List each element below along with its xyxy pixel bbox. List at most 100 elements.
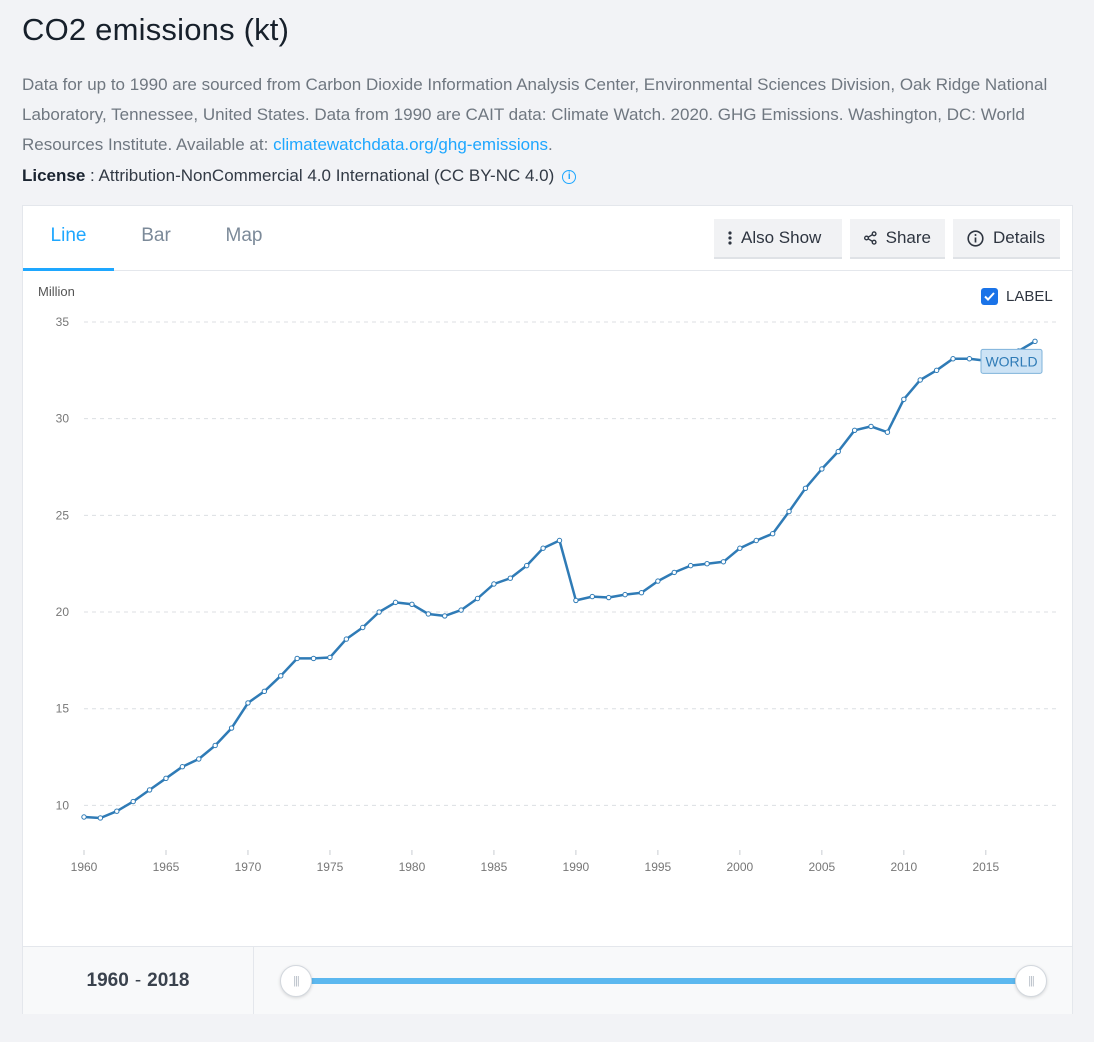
- description-text: Data for up to 1990 are sourced from Car…: [22, 75, 1048, 154]
- x-tick-label: 2005: [808, 860, 835, 874]
- data-point: [950, 356, 956, 362]
- data-point: [360, 624, 366, 631]
- data-point: [671, 569, 677, 576]
- range-slider-start-handle[interactable]: |||: [280, 965, 312, 997]
- data-point: [638, 590, 645, 596]
- license-label: License: [22, 166, 86, 185]
- x-tick-label: 2015: [972, 860, 999, 874]
- x-tick-label: 2000: [727, 860, 754, 874]
- data-point: [687, 562, 694, 569]
- x-tick-label: 2010: [890, 860, 917, 874]
- x-tick-label: 1960: [71, 860, 98, 874]
- data-point: [737, 545, 743, 551]
- source-description: Data for up to 1990 are sourced from Car…: [22, 70, 1072, 160]
- data-point: [802, 485, 809, 491]
- data-point: [409, 601, 415, 608]
- data-point: [786, 508, 792, 515]
- y-tick-label: 35: [56, 315, 70, 329]
- y-tick-label: 20: [56, 605, 70, 619]
- data-point: [917, 377, 923, 383]
- series-line: [83, 340, 1036, 820]
- more-vertical-icon: [728, 231, 732, 245]
- x-tick-label: 1995: [645, 860, 672, 874]
- year-range: 1960 - 2018: [23, 947, 254, 1014]
- data-point: [196, 756, 202, 762]
- x-tick-label: 1970: [235, 860, 262, 874]
- tab-bar[interactable]: Bar: [141, 225, 171, 246]
- data-point: [966, 356, 973, 362]
- data-point: [884, 429, 891, 435]
- data-point: [868, 423, 874, 430]
- chart-card: Line Bar Map Also Show Share Details Mil…: [22, 205, 1073, 1014]
- data-point: [704, 560, 710, 567]
- description-end: .: [548, 135, 553, 154]
- data-point: [114, 808, 120, 814]
- license-text: : Attribution-NonCommercial 4.0 Internat…: [85, 166, 555, 185]
- info-icon[interactable]: i: [562, 170, 577, 184]
- data-point: [294, 655, 300, 662]
- source-link[interactable]: climatewatchdata.org/ghg-emissions: [273, 135, 549, 154]
- info-circle-icon: [967, 229, 984, 247]
- data-point: [720, 559, 727, 565]
- data-point: [442, 613, 448, 619]
- data-point: [622, 591, 628, 598]
- data-point: [524, 562, 530, 569]
- data-point: [491, 581, 497, 587]
- range-slider-track[interactable]: [295, 978, 1031, 984]
- data-point: [327, 654, 333, 661]
- y-axis-unit-label: Million: [38, 284, 75, 299]
- x-tick-label: 1975: [317, 860, 344, 874]
- series-label: WORLD: [985, 353, 1037, 369]
- data-point: [278, 673, 284, 679]
- data-point: [163, 775, 169, 782]
- data-point: [901, 396, 907, 403]
- share-button[interactable]: Share: [850, 219, 945, 259]
- y-tick-label: 15: [56, 702, 70, 716]
- data-point: [81, 814, 87, 820]
- checkbox-checked-icon[interactable]: [981, 288, 998, 305]
- data-point: [310, 655, 317, 662]
- data-point: [655, 578, 661, 584]
- data-point: [212, 742, 218, 749]
- also-show-button[interactable]: Also Show: [714, 219, 842, 259]
- data-point: [769, 531, 776, 537]
- also-show-label: Also Show: [741, 228, 822, 247]
- details-label: Details: [993, 228, 1045, 247]
- data-point: [851, 427, 858, 433]
- line-chart: Million 10 15 20 25 30 35 1960 1965 1970 1975 1980 1…: [38, 284, 1058, 874]
- range-footer: 1960 - 2018 ||| |||: [23, 946, 1072, 1014]
- details-button[interactable]: Details: [953, 219, 1060, 259]
- data-point: [245, 700, 251, 706]
- y-tick-label: 25: [56, 508, 70, 522]
- data-point: [819, 466, 825, 472]
- data-point: [507, 575, 514, 581]
- data-point: [1032, 338, 1038, 345]
- data-point: [343, 636, 350, 642]
- chart-tabs: Line Bar Map Also Show Share Details: [23, 206, 1072, 271]
- y-tick-label: 30: [56, 412, 70, 426]
- x-tick-label: 1980: [399, 860, 426, 874]
- license-line: License : Attribution-NonCommercial 4.0 …: [22, 162, 577, 190]
- tab-map[interactable]: Map: [225, 225, 263, 246]
- label-toggle[interactable]: LABEL: [981, 288, 1053, 305]
- page-title: CO2 emissions (kt): [22, 12, 290, 47]
- data-point: [228, 725, 235, 731]
- range-slider-end-handle[interactable]: |||: [1015, 965, 1047, 997]
- data-point: [179, 764, 186, 770]
- tab-line[interactable]: Line: [23, 206, 114, 271]
- share-label: Share: [885, 228, 931, 247]
- data-point: [376, 609, 382, 615]
- data-point: [130, 798, 136, 805]
- data-point: [589, 593, 595, 600]
- range-start: 1960: [86, 969, 129, 991]
- label-toggle-text: LABEL: [1006, 288, 1053, 305]
- range-separator: -: [134, 969, 142, 991]
- data-point: [933, 367, 940, 374]
- share-icon: [864, 231, 877, 245]
- data-point: [573, 597, 579, 604]
- data-point: [425, 611, 432, 617]
- data-point: [97, 815, 104, 821]
- y-tick-label: 10: [56, 798, 70, 812]
- x-tick-label: 1965: [153, 860, 180, 874]
- data-point: [261, 688, 268, 695]
